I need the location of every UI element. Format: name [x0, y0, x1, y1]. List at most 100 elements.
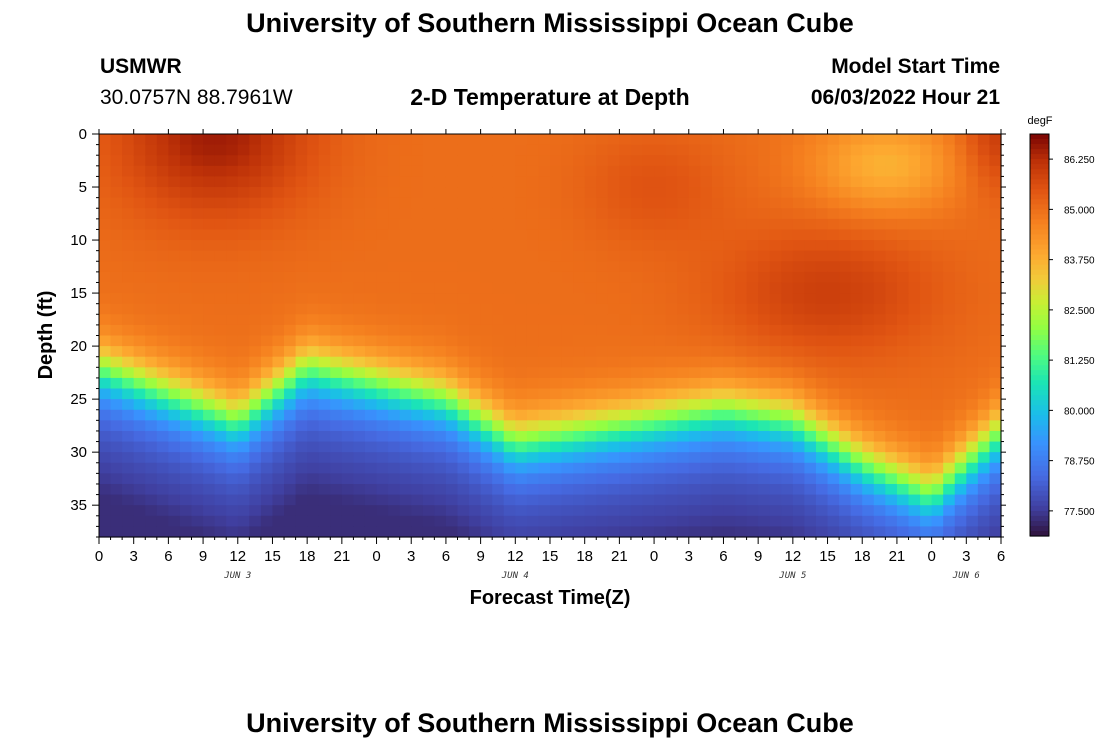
heatmap-cell — [550, 293, 563, 305]
heatmap-cell — [341, 335, 355, 347]
heatmap-cell — [977, 430, 991, 443]
heatmap-cell — [584, 293, 597, 305]
heatmap-cell — [642, 282, 655, 294]
heatmap-cell — [249, 165, 262, 178]
heatmap-cell — [480, 356, 493, 368]
heatmap-cell — [873, 165, 886, 178]
heatmap-cell — [573, 399, 586, 411]
heatmap-cell — [260, 430, 274, 443]
heatmap-cell — [758, 409, 771, 421]
heatmap-cell — [723, 515, 736, 527]
colorbar-segment — [1030, 525, 1049, 532]
heatmap-cell — [330, 452, 343, 464]
heatmap-cell — [977, 218, 991, 231]
heatmap-cell — [330, 282, 343, 294]
heatmap-cell — [237, 441, 250, 453]
heatmap-cell — [318, 144, 331, 156]
x-tick-label: 15 — [264, 548, 281, 565]
heatmap-cell — [815, 229, 829, 241]
colorbar-segment — [1030, 485, 1049, 492]
heatmap-cell — [133, 473, 146, 485]
heatmap-cell — [99, 261, 112, 273]
heatmap-cell — [341, 441, 355, 453]
heatmap-cell — [954, 261, 967, 273]
heatmap-cell — [642, 303, 655, 315]
heatmap-cell — [307, 399, 320, 411]
heatmap-cell — [295, 346, 308, 358]
heatmap-cell — [388, 441, 401, 453]
heatmap-cell — [411, 526, 424, 538]
heatmap-cell — [873, 293, 886, 305]
heatmap-cell — [353, 271, 366, 284]
heatmap-cell — [237, 483, 250, 496]
heatmap-cell — [792, 335, 806, 347]
heatmap-cell — [307, 314, 320, 326]
heatmap-cell — [746, 155, 759, 167]
heatmap-cell — [815, 134, 829, 146]
heatmap-cell — [677, 250, 690, 262]
heatmap-cell — [191, 303, 204, 315]
y-tick-label: 20 — [70, 338, 87, 355]
heatmap-cell — [156, 367, 169, 379]
heatmap-cell — [989, 208, 1002, 220]
heatmap-cell — [376, 367, 389, 379]
heatmap-cell — [110, 261, 123, 273]
heatmap-cell — [619, 303, 632, 315]
heatmap-cell — [966, 187, 979, 199]
heatmap-cell — [122, 388, 135, 400]
heatmap-cell — [260, 473, 274, 485]
heatmap-cell — [966, 197, 979, 209]
y-tick-label: 15 — [70, 285, 87, 302]
heatmap-cell — [758, 324, 771, 337]
heatmap-cell — [550, 314, 563, 326]
heatmap-cell — [203, 303, 216, 315]
heatmap-cell — [769, 526, 782, 538]
heatmap-cell — [711, 335, 725, 347]
heatmap-cell — [561, 346, 574, 358]
heatmap-cell — [295, 208, 308, 220]
heatmap-cell — [260, 176, 274, 188]
heatmap-cell — [700, 430, 713, 443]
heatmap-cell — [168, 420, 181, 432]
heatmap-cell — [260, 144, 274, 156]
heatmap-cell — [168, 399, 181, 411]
heatmap-cell — [850, 155, 863, 167]
heatmap-cell — [237, 367, 250, 379]
heatmap-cell — [364, 155, 378, 167]
heatmap-cell — [376, 165, 389, 178]
heatmap-cell — [989, 430, 1002, 443]
heatmap-cell — [203, 420, 216, 432]
heatmap-cell — [422, 229, 435, 241]
heatmap-cell — [596, 367, 609, 379]
heatmap-cell — [249, 494, 262, 506]
heatmap-cell — [191, 165, 204, 178]
heatmap-cell — [445, 240, 459, 252]
heatmap-cell — [237, 229, 250, 241]
colorbar-segment — [1030, 249, 1049, 256]
heatmap-cell — [110, 187, 123, 199]
heatmap-cell — [839, 452, 852, 464]
heatmap-cell — [804, 505, 817, 517]
heatmap-cell — [133, 303, 146, 315]
heatmap-cell — [711, 144, 725, 156]
heatmap-cell — [469, 282, 482, 294]
heatmap-cell — [688, 409, 701, 421]
heatmap-cell — [457, 165, 470, 178]
heatmap-cell — [839, 282, 852, 294]
heatmap-cell — [873, 462, 886, 474]
heatmap-cell — [411, 441, 424, 453]
heatmap-cell — [191, 271, 204, 284]
heatmap-cell — [122, 452, 135, 464]
heatmap-cell — [920, 155, 933, 167]
heatmap-cell — [480, 144, 493, 156]
heatmap-cell — [492, 176, 505, 188]
heatmap-cell — [550, 462, 563, 474]
heatmap-cell — [943, 356, 956, 368]
heatmap-cell — [503, 399, 516, 411]
heatmap-cell — [931, 229, 944, 241]
heatmap-cell — [203, 430, 216, 443]
heatmap-cell — [573, 430, 586, 443]
heatmap-cell — [272, 356, 285, 368]
heatmap-cell — [769, 250, 782, 262]
heatmap-cell — [341, 526, 355, 538]
